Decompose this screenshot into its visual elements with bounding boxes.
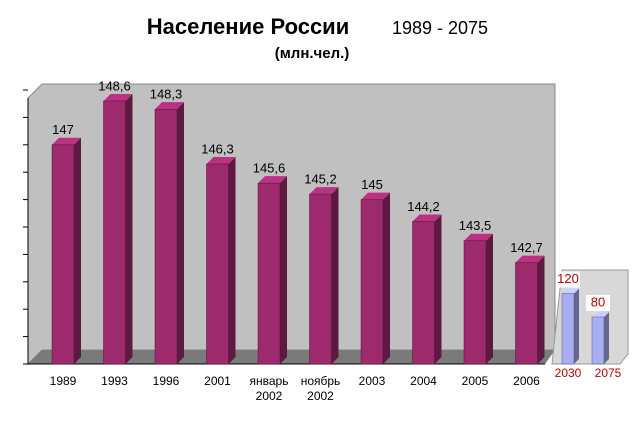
value-label: 80 — [591, 294, 605, 309]
value-label-box — [556, 271, 580, 288]
bar-face — [125, 93, 133, 365]
x-tick-label: 2005 — [461, 374, 489, 388]
bar-face — [103, 100, 126, 365]
x-tick-label: 1989 — [49, 374, 77, 388]
bar-face — [51, 144, 75, 365]
bar-face — [537, 255, 545, 364]
value-label: 145 — [361, 177, 383, 192]
bar — [51, 137, 81, 365]
bar-face — [562, 288, 579, 294]
x-tick-label: 2001 — [204, 374, 231, 388]
value-label: 144,2 — [407, 199, 440, 214]
bar-face — [103, 93, 133, 101]
bar-face — [486, 233, 493, 364]
bar-face — [515, 255, 545, 263]
bar-face — [309, 193, 332, 365]
chart-subtitle: (млн.чел.) — [275, 45, 350, 62]
bar-face — [74, 137, 81, 364]
bar-face — [280, 176, 287, 364]
x-tick-label: 1993 — [101, 374, 128, 388]
bar-face — [574, 288, 579, 364]
value-label: 120 — [557, 271, 579, 286]
bar — [412, 214, 442, 365]
x-tick-label: ноябрь 2002 — [300, 374, 341, 403]
bar-face — [604, 312, 609, 364]
bar-face — [434, 214, 442, 364]
bar-face — [331, 187, 339, 364]
value-label: 142,7 — [510, 240, 543, 255]
bar — [591, 312, 609, 365]
x-tick-label: 2004 — [410, 374, 437, 388]
value-label: 148,6 — [98, 78, 131, 93]
bar — [561, 288, 579, 365]
value-label: 146,3 — [201, 141, 234, 156]
value-label-box — [586, 295, 610, 311]
bar-face — [412, 214, 442, 222]
bar-face — [591, 316, 605, 365]
bar — [309, 187, 339, 365]
bar-face — [257, 182, 281, 365]
x-tick-label: 2030 — [554, 366, 582, 380]
bar-face — [515, 262, 538, 365]
bar-face — [360, 199, 384, 365]
value-label: 147 — [52, 122, 74, 137]
bar-face — [228, 156, 236, 364]
bar-face — [206, 163, 229, 365]
bar-face — [383, 192, 390, 364]
x-tick-label: 1996 — [152, 374, 180, 388]
bar-face — [309, 187, 339, 195]
bar-face — [412, 221, 435, 365]
bar-face — [561, 293, 575, 365]
x-tick-label: 2006 — [513, 374, 540, 388]
bar-face — [592, 312, 609, 317]
bar — [463, 233, 493, 365]
value-label: 143,5 — [459, 218, 492, 233]
bar-face — [361, 192, 390, 200]
bar-face — [464, 233, 493, 241]
bar-face — [177, 102, 184, 365]
value-label: 145,2 — [304, 172, 337, 187]
bar — [515, 255, 545, 365]
x-tick-label: 2003 — [358, 374, 386, 388]
bar-face — [463, 240, 487, 365]
bar-face — [155, 102, 184, 110]
bar — [257, 176, 287, 365]
value-label: 145,6 — [253, 161, 286, 176]
bar-face — [258, 176, 287, 184]
bar — [206, 156, 236, 365]
bar — [103, 93, 133, 365]
bar-face — [154, 108, 178, 365]
value-label: 148,3 — [150, 87, 183, 102]
bar — [154, 102, 184, 365]
bar — [360, 192, 390, 365]
x-tick-label: январь 2002 — [249, 374, 289, 403]
chart-title-range: 1989 - 2075 — [392, 18, 488, 38]
chart-title: Население России — [147, 14, 349, 39]
bar-face — [206, 156, 236, 164]
bar-face — [52, 137, 81, 145]
x-tick-label: 2075 — [594, 366, 622, 380]
